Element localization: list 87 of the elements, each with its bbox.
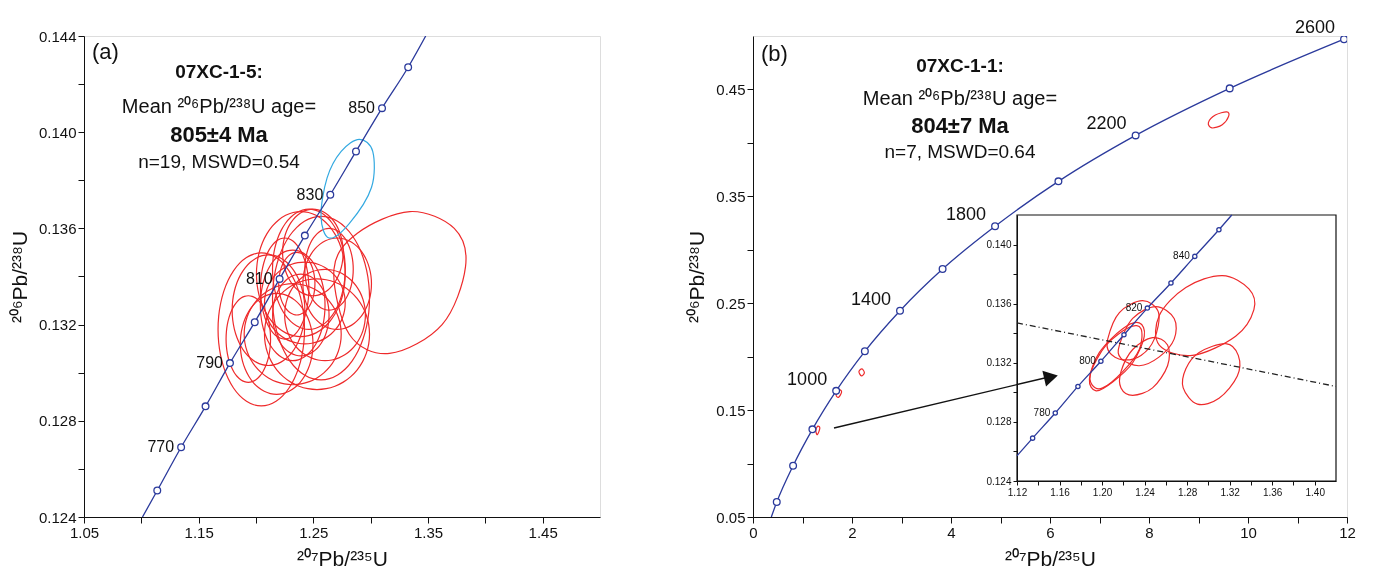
point [1075,383,1081,390]
point [1340,36,1347,44]
x-tick-label: 8 [1145,523,1154,541]
annotation: 07XC-1-1: [916,55,1004,76]
point [378,104,387,113]
y-tick-label: 0.136 [986,298,1012,310]
annotation: Mean ²⁰⁶Pb/²³⁸U age= [121,95,317,117]
y-axis-title: ²⁰⁶Pb/²³⁸U [685,230,709,324]
x-tick-label: 2 [848,523,857,541]
point [1052,410,1059,416]
point [938,265,947,274]
point [1121,331,1127,338]
x-tick-label: 1.16 [1050,486,1071,498]
annotation: 2600 [1294,17,1336,38]
annotation: 770 [147,438,175,456]
x-tick-label: 6 [1046,523,1055,541]
y-tick-label: 0.128 [38,412,77,430]
annotation: 2200 [1086,113,1127,134]
y-tick-label: 0.124 [986,475,1012,487]
y-tick-label: 0.15 [716,401,746,419]
x-tick-label: 1.40 [1305,486,1326,498]
annotation: 804±7 Ma [911,113,1010,138]
point [201,402,210,411]
point [1192,253,1198,260]
point [1054,177,1063,186]
annotation: 830 [296,185,324,203]
x-tick-label: 1.25 [299,523,329,541]
point [404,63,413,72]
annotation: 840 [1173,250,1191,262]
x-tick-label: 1.24 [1135,486,1156,498]
annotation: 805±4 Ma [170,122,269,147]
point [177,443,186,452]
point [808,425,817,434]
x-tick-label: 1.32 [1220,486,1241,498]
x-tick-label: 1.20 [1092,486,1113,498]
x-tick-label: 1.28 [1177,486,1198,498]
y-tick-label: 0.128 [986,416,1012,428]
y-tick-label: 0.25 [716,294,746,312]
point [1098,358,1104,365]
annotation: n=7, MSWD=0.64 [884,141,1036,162]
x-tick-label: 1.15 [184,523,214,541]
line-series [1016,214,1233,457]
point [896,306,905,315]
y-tick-label: 0.05 [716,508,746,526]
annotation: 820 [1125,302,1143,314]
annotation: 850 [348,99,376,117]
point [860,347,869,356]
y-tick-label: 0.140 [986,239,1012,251]
point [1216,227,1222,233]
annotation: 780 [1033,407,1051,419]
x-tick-label: 4 [947,523,956,541]
annotation: 1000 [787,368,828,389]
x-tick-label: 1.12 [1007,486,1028,498]
x-tick-label: 0 [749,523,758,541]
y-axis-title: ²⁰⁶Pb/²³⁸U [7,230,31,324]
annotation: (a) [92,39,119,64]
x-tick-label: 1.05 [69,523,100,541]
x-tick-label: 1.36 [1262,486,1283,498]
y-tick-label: 0.132 [986,357,1012,369]
point [991,222,1000,231]
annotation: 790 [196,354,224,372]
point [1225,84,1234,93]
x-tick-label: 1.45 [528,523,558,541]
annotation: n=19, MSWD=0.54 [138,151,301,172]
annotation: 1800 [946,204,987,225]
point [1131,131,1140,140]
annotation: (b) [761,41,788,66]
annotation: Mean ²⁰⁶Pb/²³⁸U age= [862,87,1058,109]
annotation: 1400 [850,288,892,309]
point [789,461,798,470]
point [772,498,781,507]
x-axis-title: ²⁰⁷Pb/²³⁵U [297,546,388,568]
point [153,486,162,495]
y-tick-label: 0.124 [38,508,77,526]
y-tick-label: 0.144 [38,27,77,45]
y-tick-label: 0.45 [716,80,746,98]
x-tick-label: 1.35 [413,523,444,541]
y-tick-label: 0.136 [38,219,77,237]
annotation: 07XC-1-5: [175,61,263,82]
y-tick-label: 0.35 [716,187,746,205]
point [1029,435,1036,441]
x-tick-label: 12 [1339,523,1356,541]
y-tick-label: 0.140 [38,123,77,141]
x-axis-title: ²⁰⁷Pb/²³⁵U [1005,546,1096,568]
y-tick-label: 0.132 [38,316,77,334]
point [1144,305,1151,311]
x-tick-label: 10 [1240,523,1257,541]
